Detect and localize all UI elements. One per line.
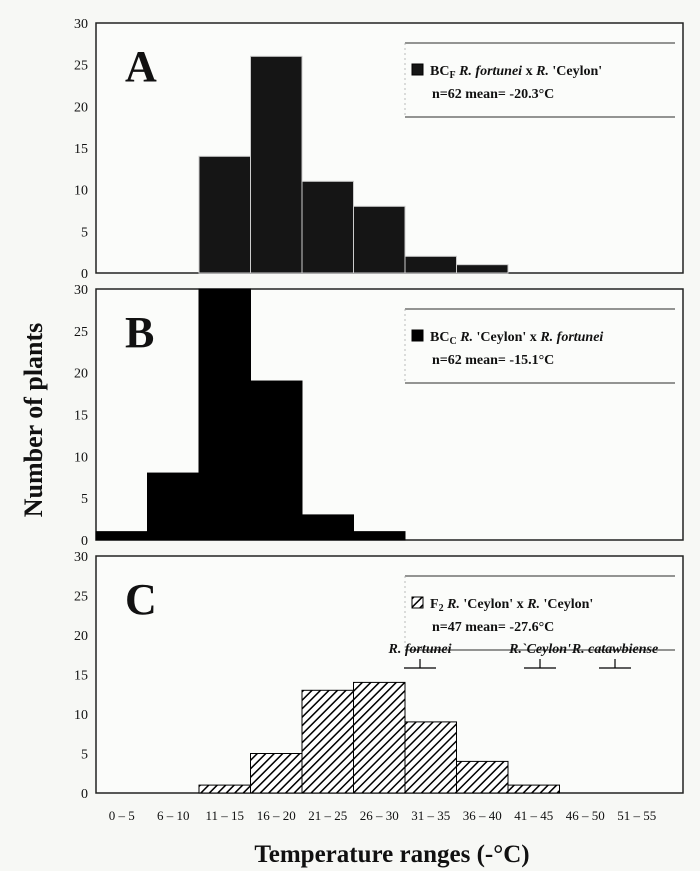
bar-36–40 bbox=[456, 760, 509, 794]
x-tick-label: 6 – 10 bbox=[157, 808, 190, 823]
legend-stats: n=62 mean= -20.3°C bbox=[432, 87, 554, 102]
y-tick-label: 15 bbox=[74, 142, 88, 157]
x-tick-label: 26 – 30 bbox=[360, 808, 399, 823]
legend-swatch bbox=[411, 63, 424, 76]
panel-A: 0 5 10 15 20 25 30 A BCF R. fortunei x R. 'Ceylo… bbox=[74, 17, 684, 282]
bar-6–10 bbox=[147, 472, 200, 541]
bar-26–30 bbox=[353, 205, 406, 274]
x-tick-label: 36 – 40 bbox=[463, 808, 502, 823]
y-tick-label: 10 bbox=[74, 708, 88, 723]
bar-31–35 bbox=[404, 721, 457, 794]
y-tick-label: 15 bbox=[74, 409, 88, 424]
y-axis-label: Number of plants bbox=[19, 323, 48, 518]
legend-title: BCC R. 'Ceylon' x R. fortunei bbox=[430, 330, 603, 347]
y-tick-label: 5 bbox=[81, 225, 88, 240]
x-tick-label: 21 – 25 bbox=[308, 808, 347, 823]
y-tick-label: 5 bbox=[81, 492, 88, 507]
y-tick-label: 20 bbox=[74, 629, 88, 644]
x-tick-label: 41 – 45 bbox=[514, 808, 553, 823]
x-tick-label: 0 – 5 bbox=[109, 808, 135, 823]
y-tick-label: 0 bbox=[81, 787, 88, 802]
bar-31–35 bbox=[404, 255, 457, 274]
x-tick-label: 46 – 50 bbox=[566, 808, 605, 823]
bar-36–40 bbox=[456, 264, 509, 274]
bar-21–25 bbox=[301, 180, 354, 274]
y-tick-label: 10 bbox=[74, 450, 88, 465]
x-tick-label: 16 – 20 bbox=[257, 808, 296, 823]
y-tick-label: 20 bbox=[74, 100, 88, 115]
bar-0–5 bbox=[95, 531, 148, 541]
y-tick-label: 30 bbox=[74, 17, 88, 32]
y-tick-label: 30 bbox=[74, 283, 88, 298]
bar-26–30 bbox=[353, 681, 406, 794]
x-tick-label: 51 – 55 bbox=[617, 808, 656, 823]
legend-title: BCF R. fortunei x R. 'Ceylon' bbox=[430, 64, 602, 81]
y-tick-label: 30 bbox=[74, 550, 88, 565]
legend-stats: n=47 mean= -27.6°C bbox=[432, 620, 554, 635]
y-tick-label: 25 bbox=[74, 59, 88, 74]
panel-letter: B bbox=[125, 308, 154, 357]
panel-letter: C bbox=[125, 575, 157, 624]
bar-21–25 bbox=[301, 514, 354, 541]
bar-11–15 bbox=[198, 784, 251, 794]
bar-16–20 bbox=[250, 753, 303, 794]
bar-16–20 bbox=[250, 380, 303, 541]
legend-title: F2 R. 'Ceylon' x R. 'Ceylon' bbox=[430, 597, 593, 614]
x-tick-label: 11 – 15 bbox=[205, 808, 244, 823]
y-tick-label: 0 bbox=[81, 534, 88, 549]
bar-11–15 bbox=[198, 288, 251, 541]
y-tick-label: 25 bbox=[74, 590, 88, 605]
bar-16–20 bbox=[250, 55, 303, 274]
y-tick-label: 10 bbox=[74, 184, 88, 199]
panel-B: 0 5 10 15 20 25 30 B BCC R. 'Ceylon' x R. fortun… bbox=[74, 283, 684, 549]
panel-letter: A bbox=[125, 42, 157, 91]
bar-21–25 bbox=[301, 689, 354, 794]
parent-marker-label: R. catawbiense bbox=[571, 642, 658, 657]
panel-C: 0 5 10 15 20 25 30 C F2 R. 'Ceylon' x R. 'Ceylon… bbox=[74, 550, 684, 802]
parent-marker-label: R. fortunei bbox=[387, 642, 451, 657]
bar-41–45 bbox=[507, 784, 560, 794]
legend-swatch bbox=[411, 596, 424, 609]
y-tick-label: 20 bbox=[74, 367, 88, 382]
y-tick-label: 0 bbox=[81, 267, 88, 282]
x-axis-label: Temperature ranges (-°C) bbox=[254, 841, 529, 868]
y-tick-label: 5 bbox=[81, 748, 88, 763]
bar-11–15 bbox=[198, 155, 251, 274]
y-tick-label: 25 bbox=[74, 325, 88, 340]
parent-marker-label: R.`Ceylon' bbox=[508, 642, 571, 657]
legend-stats: n=62 mean= -15.1°C bbox=[432, 353, 554, 368]
legend-swatch bbox=[411, 329, 424, 342]
x-tick-label: 31 – 35 bbox=[411, 808, 450, 823]
bar-26–30 bbox=[353, 531, 406, 541]
y-tick-label: 15 bbox=[74, 669, 88, 684]
